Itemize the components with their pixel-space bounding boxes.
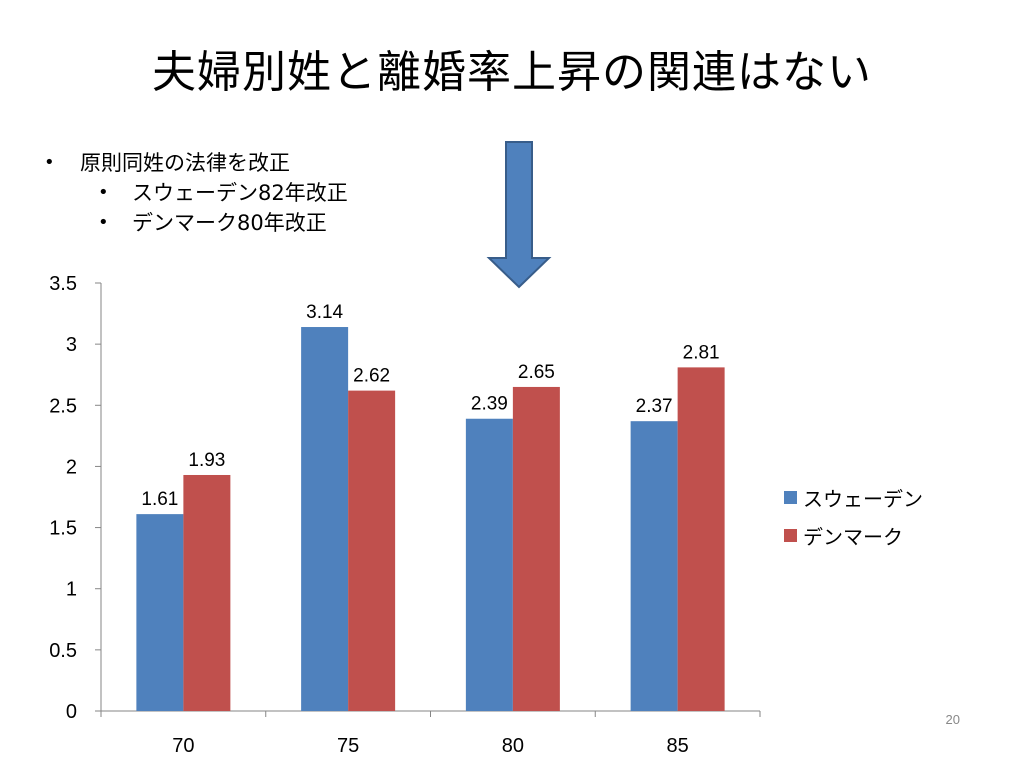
bar-denmark [348,390,396,711]
legend-swatch-denmark [784,528,797,542]
bar-sweden [136,514,184,711]
bar-denmark [183,474,231,711]
bullet-dot: • [98,182,109,203]
y-tick-label: 2.5 [49,395,77,417]
legend-label-sweden: スウェーデン [803,486,923,511]
legend-item-denmark: デンマーク [784,516,923,554]
bar-denmark [512,386,560,711]
data-label-denmark: 2.62 [353,366,390,387]
y-tick-label: 2 [66,456,77,478]
slide-title: 夫婦別姓と離婚率上昇の関連はない [152,47,872,98]
bullet-text: 原則同姓の法律を改正 [80,151,290,175]
data-label-sweden: 1.61 [141,489,178,510]
sub-bullet-item: • スウェーデン82年改正 [44,178,348,208]
data-label-denmark: 2.65 [518,362,555,383]
y-tick-label: 1 [66,579,77,601]
sub-bullet-text: デンマーク80年改正 [132,211,327,235]
x-category-label: 75 [337,735,359,757]
y-tick-label: 1.5 [49,518,77,540]
bullet-dot: • [44,152,55,173]
x-category-label: 85 [667,735,689,757]
page-number: 20 [945,712,960,727]
chart-legend: スウェーデン デンマーク [784,478,923,554]
bar-denmark [677,367,725,711]
legend-item-sweden: スウェーデン [784,478,923,516]
bar-sweden [301,327,349,711]
data-label-sweden: 2.39 [471,394,508,415]
bullet-list: • 原則同姓の法律を改正 • スウェーデン82年改正 • デンマーク80年改正 [44,148,348,238]
data-label-denmark: 2.81 [683,342,720,363]
y-tick-label: 3.5 [49,273,77,295]
y-tick-label: 3 [66,334,77,356]
data-label-sweden: 3.14 [306,302,343,323]
x-category-label: 70 [172,735,194,757]
down-arrow-icon [486,141,552,289]
y-tick-label: 0.5 [49,640,77,662]
data-label-denmark: 1.93 [188,450,225,471]
bar-sweden [465,418,513,711]
y-tick-label: 0 [66,701,77,723]
sub-bullet-item: • デンマーク80年改正 [44,208,348,238]
legend-swatch-sweden [784,490,797,504]
sub-bullet-text: スウェーデン82年改正 [132,181,348,205]
data-label-sweden: 2.37 [636,396,673,417]
legend-label-denmark: デンマーク [803,524,903,549]
x-category-label: 80 [502,735,524,757]
bullet-item: • 原則同姓の法律を改正 [44,148,348,178]
bar-sweden [630,421,678,711]
bullet-dot: • [98,212,109,233]
